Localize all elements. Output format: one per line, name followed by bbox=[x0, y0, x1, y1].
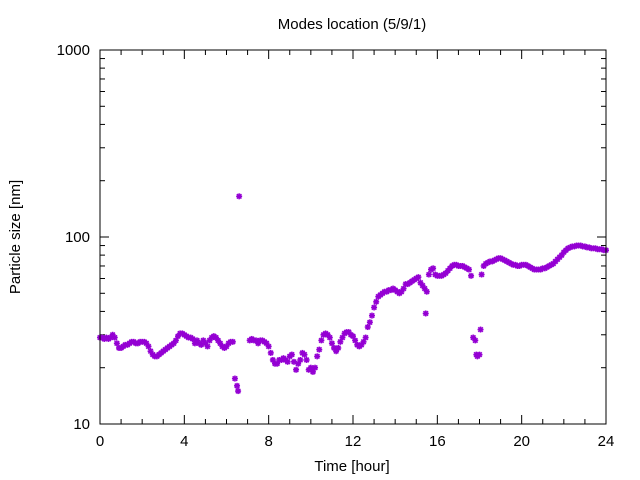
x-tick-label: 24 bbox=[598, 433, 615, 450]
data-point bbox=[231, 375, 238, 382]
data-point bbox=[229, 338, 236, 345]
x-tick-label: 16 bbox=[429, 433, 446, 450]
data-point bbox=[366, 319, 373, 326]
x-tick-label: 12 bbox=[345, 433, 362, 450]
data-point bbox=[326, 334, 333, 341]
data-point bbox=[301, 351, 308, 358]
data-point bbox=[204, 343, 211, 350]
data-point bbox=[191, 340, 198, 347]
data-point bbox=[234, 382, 241, 389]
data-point bbox=[145, 343, 152, 350]
data-point bbox=[368, 312, 375, 319]
data-point bbox=[478, 271, 485, 278]
x-axis-title: Time [hour] bbox=[314, 458, 389, 475]
data-point bbox=[113, 340, 120, 347]
y-tick-label: 1000 bbox=[57, 42, 90, 59]
data-point bbox=[371, 304, 378, 311]
x-tick-label: 4 bbox=[180, 433, 188, 450]
data-point bbox=[111, 334, 118, 341]
data-point bbox=[293, 366, 300, 373]
data-point bbox=[236, 193, 243, 200]
data-point bbox=[288, 351, 295, 358]
x-tick-label: 8 bbox=[264, 433, 272, 450]
data-point bbox=[465, 266, 472, 273]
data-point bbox=[297, 356, 304, 363]
data-point bbox=[318, 337, 325, 344]
data-point bbox=[477, 326, 484, 333]
data-point bbox=[423, 288, 430, 295]
data-point bbox=[284, 358, 291, 365]
data-point bbox=[364, 324, 371, 331]
y-axis-title: Particle size [nm] bbox=[7, 180, 24, 294]
data-point bbox=[373, 298, 380, 305]
data-point bbox=[472, 337, 479, 344]
data-point bbox=[235, 388, 242, 395]
x-tick-label: 20 bbox=[513, 433, 530, 450]
data-point bbox=[267, 349, 274, 356]
data-point bbox=[362, 334, 369, 341]
data-point bbox=[468, 272, 475, 279]
plot-frame bbox=[99, 49, 607, 425]
x-tick-label: 0 bbox=[96, 433, 104, 450]
points-layer bbox=[97, 193, 609, 395]
data-point bbox=[312, 364, 319, 371]
data-point bbox=[430, 265, 437, 272]
chart-title: Modes location (5/9/1) bbox=[278, 16, 426, 33]
data-point bbox=[425, 271, 432, 278]
ticks-layer: 0 4 8 12 16 20 24 10 100 1000 bbox=[57, 42, 615, 450]
data-point bbox=[303, 356, 310, 363]
data-point bbox=[476, 351, 483, 358]
y-tick-label: 100 bbox=[65, 229, 90, 246]
data-point bbox=[415, 274, 422, 281]
y-tick-label: 10 bbox=[73, 416, 90, 433]
data-point bbox=[335, 344, 342, 351]
data-point bbox=[316, 346, 323, 353]
data-point bbox=[314, 353, 321, 360]
data-point bbox=[265, 343, 272, 350]
data-point bbox=[422, 310, 429, 317]
data-point bbox=[328, 340, 335, 347]
